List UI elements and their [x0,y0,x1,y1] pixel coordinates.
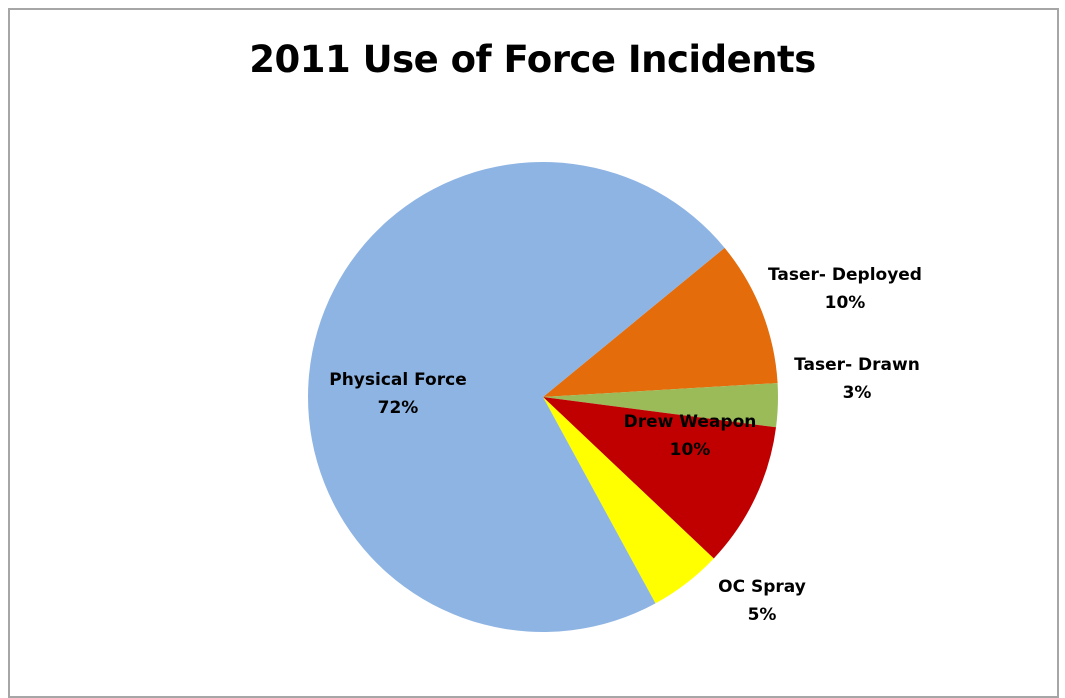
pie-slice-drew-weapon [543,397,777,559]
slice-percent-taser-drawn: 3% [843,383,872,403]
pie-labels: Taser- Deployed 10% Taser- Drawn 3% Drew Wea… [329,265,922,625]
slice-label-taser-deployed: Taser- Deployed [768,265,922,285]
chart-title: 2011 Use of Force Incidents [249,38,816,81]
slice-label-taser-drawn: Taser- Drawn [794,355,920,375]
slice-label-drew-weapon: Drew Weapon [624,412,757,432]
slice-percent-taser-deployed: 10% [825,293,866,313]
pie-slices [308,162,778,632]
pie-slice-taser-drawn [543,383,778,428]
slice-percent-physical-force: 72% [378,398,419,418]
pie-slice-physical-force [308,162,725,632]
slice-label-physical-force: Physical Force [329,370,466,390]
pie-slice-oc-spray [543,397,714,604]
pie-slice-taser-deployed [543,247,778,397]
slice-percent-oc-spray: 5% [748,605,777,625]
slice-percent-drew-weapon: 10% [670,440,711,460]
slice-label-oc-spray: OC Spray [718,577,806,597]
